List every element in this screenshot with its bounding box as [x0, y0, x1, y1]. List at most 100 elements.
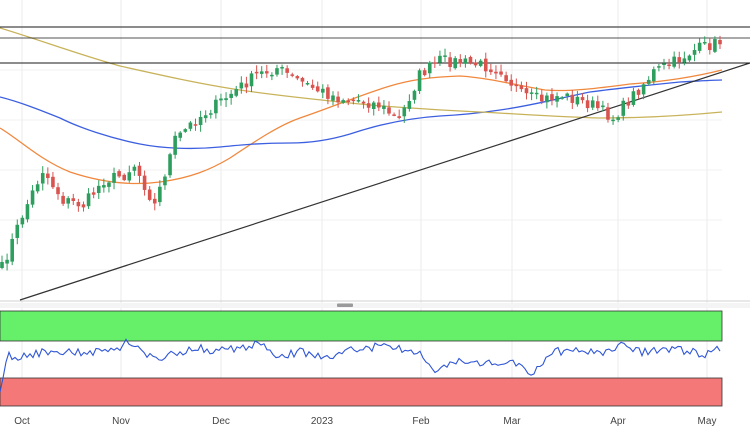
- moving-averages: [0, 27, 723, 185]
- candle-body: [76, 202, 81, 207]
- candle-body: [203, 115, 208, 119]
- candle-body: [377, 102, 381, 108]
- candle-body: [483, 58, 488, 72]
- candle-body: [331, 95, 335, 101]
- candle-body: [657, 66, 661, 68]
- candle-body: [433, 62, 437, 64]
- candle-body: [560, 97, 564, 99]
- candle-body: [626, 102, 631, 106]
- candle-body: [616, 117, 620, 120]
- x-tick-label: May: [698, 416, 717, 427]
- candle-body: [142, 175, 147, 190]
- candle-body: [463, 58, 468, 64]
- candle-body: [290, 74, 295, 76]
- candle-body: [504, 75, 508, 82]
- x-tick-label: Feb: [412, 416, 430, 427]
- candle-body: [40, 173, 45, 184]
- candle-body: [91, 192, 96, 195]
- candle-body: [137, 165, 142, 176]
- candle-body: [244, 83, 249, 88]
- candle-body: [305, 82, 310, 85]
- candle-body: [112, 172, 116, 183]
- candle-body: [86, 193, 91, 207]
- candle-body: [275, 68, 279, 75]
- candle-body: [646, 79, 651, 84]
- candle-body: [315, 86, 320, 92]
- candle-body: [514, 84, 519, 87]
- candle-body: [193, 124, 198, 126]
- candle-body: [631, 91, 636, 105]
- panel-divider[interactable]: [0, 303, 750, 308]
- candle-body: [285, 68, 289, 73]
- candle-body: [682, 58, 687, 63]
- candle-body: [580, 97, 585, 101]
- candle-body: [412, 90, 417, 100]
- candle-body: [427, 62, 432, 74]
- candle-body: [708, 43, 712, 51]
- candle-body: [453, 58, 458, 69]
- candle-body: [158, 186, 162, 203]
- candle-body: [168, 154, 172, 176]
- candle-body: [321, 88, 325, 93]
- candle-body: [239, 82, 244, 89]
- candle-body: [96, 185, 101, 194]
- candle-body: [173, 135, 177, 155]
- candle-body: [46, 173, 50, 179]
- candle-body: [595, 101, 600, 109]
- candle-body: [35, 184, 40, 192]
- candle-body: [51, 176, 55, 188]
- candle-body: [417, 70, 422, 92]
- candle-body: [81, 204, 86, 208]
- candle-body: [336, 96, 340, 103]
- x-tick-label: Mar: [503, 416, 521, 427]
- panel-divider-bar[interactable]: [0, 303, 750, 308]
- oscillator-line: [0, 338, 721, 393]
- candle-body: [662, 63, 666, 66]
- candle-body: [254, 71, 259, 74]
- candle-body: [601, 105, 605, 108]
- drag-handle-icon[interactable]: [337, 303, 353, 308]
- candle-body: [636, 89, 641, 95]
- candle-body: [443, 55, 447, 57]
- candle-body: [5, 259, 9, 264]
- candle-body: [509, 79, 514, 86]
- x-tick-label: Oct: [14, 416, 30, 427]
- candle-body: [702, 41, 707, 44]
- candle-body: [371, 102, 376, 109]
- candle-body: [71, 198, 76, 201]
- candle-body: [61, 195, 65, 204]
- candle-body: [672, 56, 676, 67]
- candle-body: [524, 88, 529, 94]
- candle-body: [402, 107, 407, 117]
- candle-body: [300, 77, 305, 82]
- candle-body: [392, 114, 396, 116]
- ma-fast-line: [0, 69, 723, 185]
- candle-body: [127, 172, 132, 181]
- candle-body: [152, 198, 157, 204]
- candle-body: [713, 39, 717, 52]
- candle-body: [667, 64, 671, 67]
- ma-slow-line: [0, 27, 723, 119]
- candle-body: [448, 57, 452, 67]
- candle-body: [249, 73, 254, 87]
- candle-body: [229, 93, 233, 98]
- candle-body: [356, 100, 361, 102]
- candle-body: [214, 99, 218, 114]
- candle-body: [387, 107, 391, 114]
- candle-body: [10, 238, 14, 262]
- zone-overbought: [0, 310, 723, 342]
- level-lines: [0, 26, 750, 64]
- candle-body: [550, 94, 554, 101]
- candle-body: [499, 71, 503, 75]
- candle-body: [366, 103, 371, 108]
- candle-body: [295, 76, 300, 79]
- candle-body: [264, 71, 269, 74]
- candle-body: [478, 60, 483, 66]
- candle-body: [519, 85, 524, 90]
- candle-body: [132, 166, 137, 171]
- candle-body: [534, 92, 539, 95]
- candle-body: [102, 185, 106, 188]
- candle-body: [326, 87, 330, 99]
- candle-body: [575, 96, 580, 105]
